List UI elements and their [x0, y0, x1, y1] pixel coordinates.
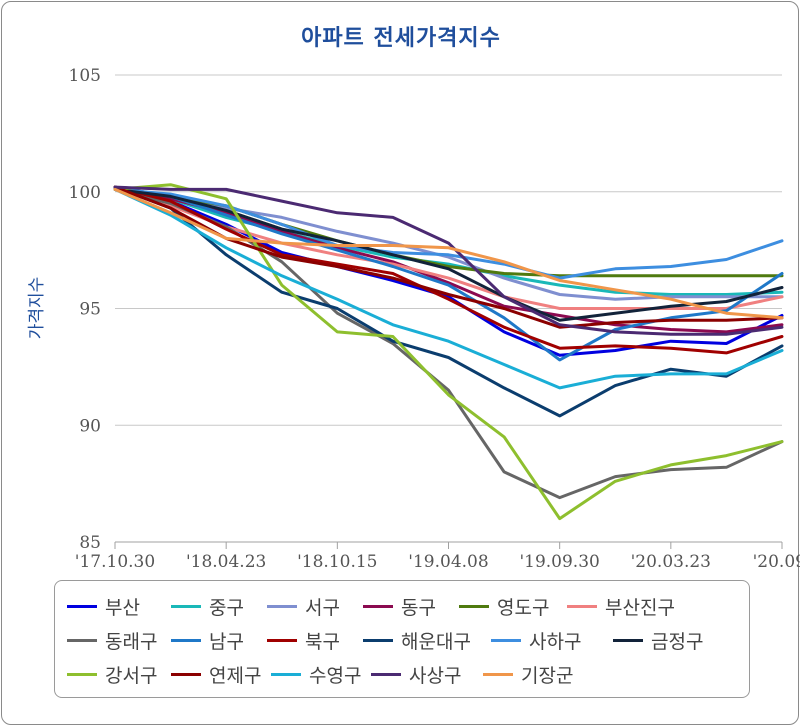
legend-item: 기장군	[483, 661, 593, 688]
legend-item: 부산	[67, 593, 171, 620]
legend-swatch	[67, 638, 97, 642]
chart-title: 아파트 전세가격지수	[301, 26, 501, 51]
series-line-6	[113, 187, 784, 500]
legend-label: 동래구	[105, 630, 158, 653]
legend-item: 해운대구	[363, 627, 491, 654]
legend-label: 서구	[305, 596, 340, 619]
y-tick-label: 105	[69, 66, 101, 86]
legend-label: 기장군	[521, 664, 574, 687]
x-axis	[114, 541, 783, 549]
legend-item: 강서구	[67, 661, 171, 688]
x-tick-label: '18.10.15	[297, 552, 377, 572]
series-line-15	[113, 185, 784, 336]
legend-swatch	[567, 604, 597, 608]
y-axis-ticks: 85 90 95 100 105	[69, 66, 101, 553]
x-tick-label: '18.04.23	[186, 552, 266, 572]
legend-item: 남구	[171, 627, 267, 654]
y-axis-label: 가격지수	[27, 277, 47, 340]
legend-swatch	[483, 672, 513, 676]
legend-swatch	[491, 638, 521, 642]
y-tick-label: 95	[79, 300, 101, 320]
legend-swatch	[67, 672, 97, 676]
x-tick-label: '19.09.30	[519, 552, 599, 572]
legend-row: 동래구 남구 북구 해운대구 사하구 금정구	[67, 623, 749, 657]
legend-label: 부산진구	[605, 596, 675, 619]
x-tick-label: '19.04.08	[408, 552, 488, 572]
y-tick-label: 100	[69, 183, 101, 203]
legend-label: 금정구	[651, 630, 704, 653]
legend-label: 영도구	[497, 596, 550, 619]
series-line-2	[113, 185, 784, 301]
legend-swatch	[171, 672, 201, 676]
series-line-8	[113, 185, 784, 355]
legend-item: 사하구	[491, 627, 613, 654]
legend-swatch	[171, 638, 201, 642]
legend-swatch	[363, 604, 393, 608]
legend-label: 연제구	[209, 664, 262, 687]
series-line-10	[113, 187, 784, 280]
legend-swatch	[171, 604, 201, 608]
legend-item: 부산진구	[567, 593, 687, 620]
x-tick-label: '20.03.23	[631, 552, 711, 572]
legend-swatch	[613, 638, 643, 642]
legend-swatch	[371, 672, 401, 676]
series-line-7	[113, 185, 784, 362]
legend-swatch	[67, 604, 97, 608]
legend-item: 동구	[363, 593, 459, 620]
series-line-16	[113, 187, 784, 320]
series-lines	[113, 183, 784, 521]
series-line-9	[113, 185, 784, 418]
legend-label: 사상구	[409, 664, 462, 687]
legend-item: 연제구	[171, 661, 271, 688]
series-line-14	[113, 187, 784, 390]
legend-swatch	[267, 638, 297, 642]
legend-swatch	[459, 604, 489, 608]
legend-swatch	[271, 672, 301, 676]
y-tick-label: 90	[79, 416, 101, 436]
legend-label: 중구	[209, 596, 244, 619]
legend-row: 부산 중구 서구 동구 영도구 부산진구	[67, 589, 749, 623]
x-tick-label: '20.09.	[753, 552, 800, 572]
legend-item: 금정구	[613, 627, 713, 654]
legend-label: 수영구	[309, 664, 362, 687]
legend-item: 영도구	[459, 593, 567, 620]
legend-item: 사상구	[371, 661, 483, 688]
legend-label: 강서구	[105, 664, 158, 687]
legend-label: 동구	[401, 596, 436, 619]
series-line-1	[113, 187, 784, 296]
legend-item: 수영구	[271, 661, 371, 688]
legend-label: 해운대구	[401, 630, 471, 653]
legend-label: 남구	[209, 630, 244, 653]
series-line-0	[113, 185, 784, 357]
y-tick-label: 85	[79, 533, 101, 553]
series-line-12	[113, 183, 784, 521]
legend-item: 중구	[171, 593, 267, 620]
legend-label: 부산	[105, 596, 140, 619]
legend-row: 강서구 연제구 수영구 사상구 기장군	[67, 657, 749, 691]
legend-item: 북구	[267, 627, 363, 654]
legend-label: 사하구	[529, 630, 582, 653]
series-line-3	[113, 185, 784, 334]
legend-swatch	[363, 638, 393, 642]
x-tick-label: '17.10.30	[75, 552, 155, 572]
x-axis-ticks: '17.10.30 '18.04.23 '18.10.15 '19.04.08 '19.…	[75, 552, 800, 572]
legend-swatch	[267, 604, 297, 608]
series-line-11	[113, 187, 784, 322]
legend-item: 서구	[267, 593, 363, 620]
legend-item: 동래구	[67, 627, 171, 654]
legend-label: 북구	[305, 630, 340, 653]
